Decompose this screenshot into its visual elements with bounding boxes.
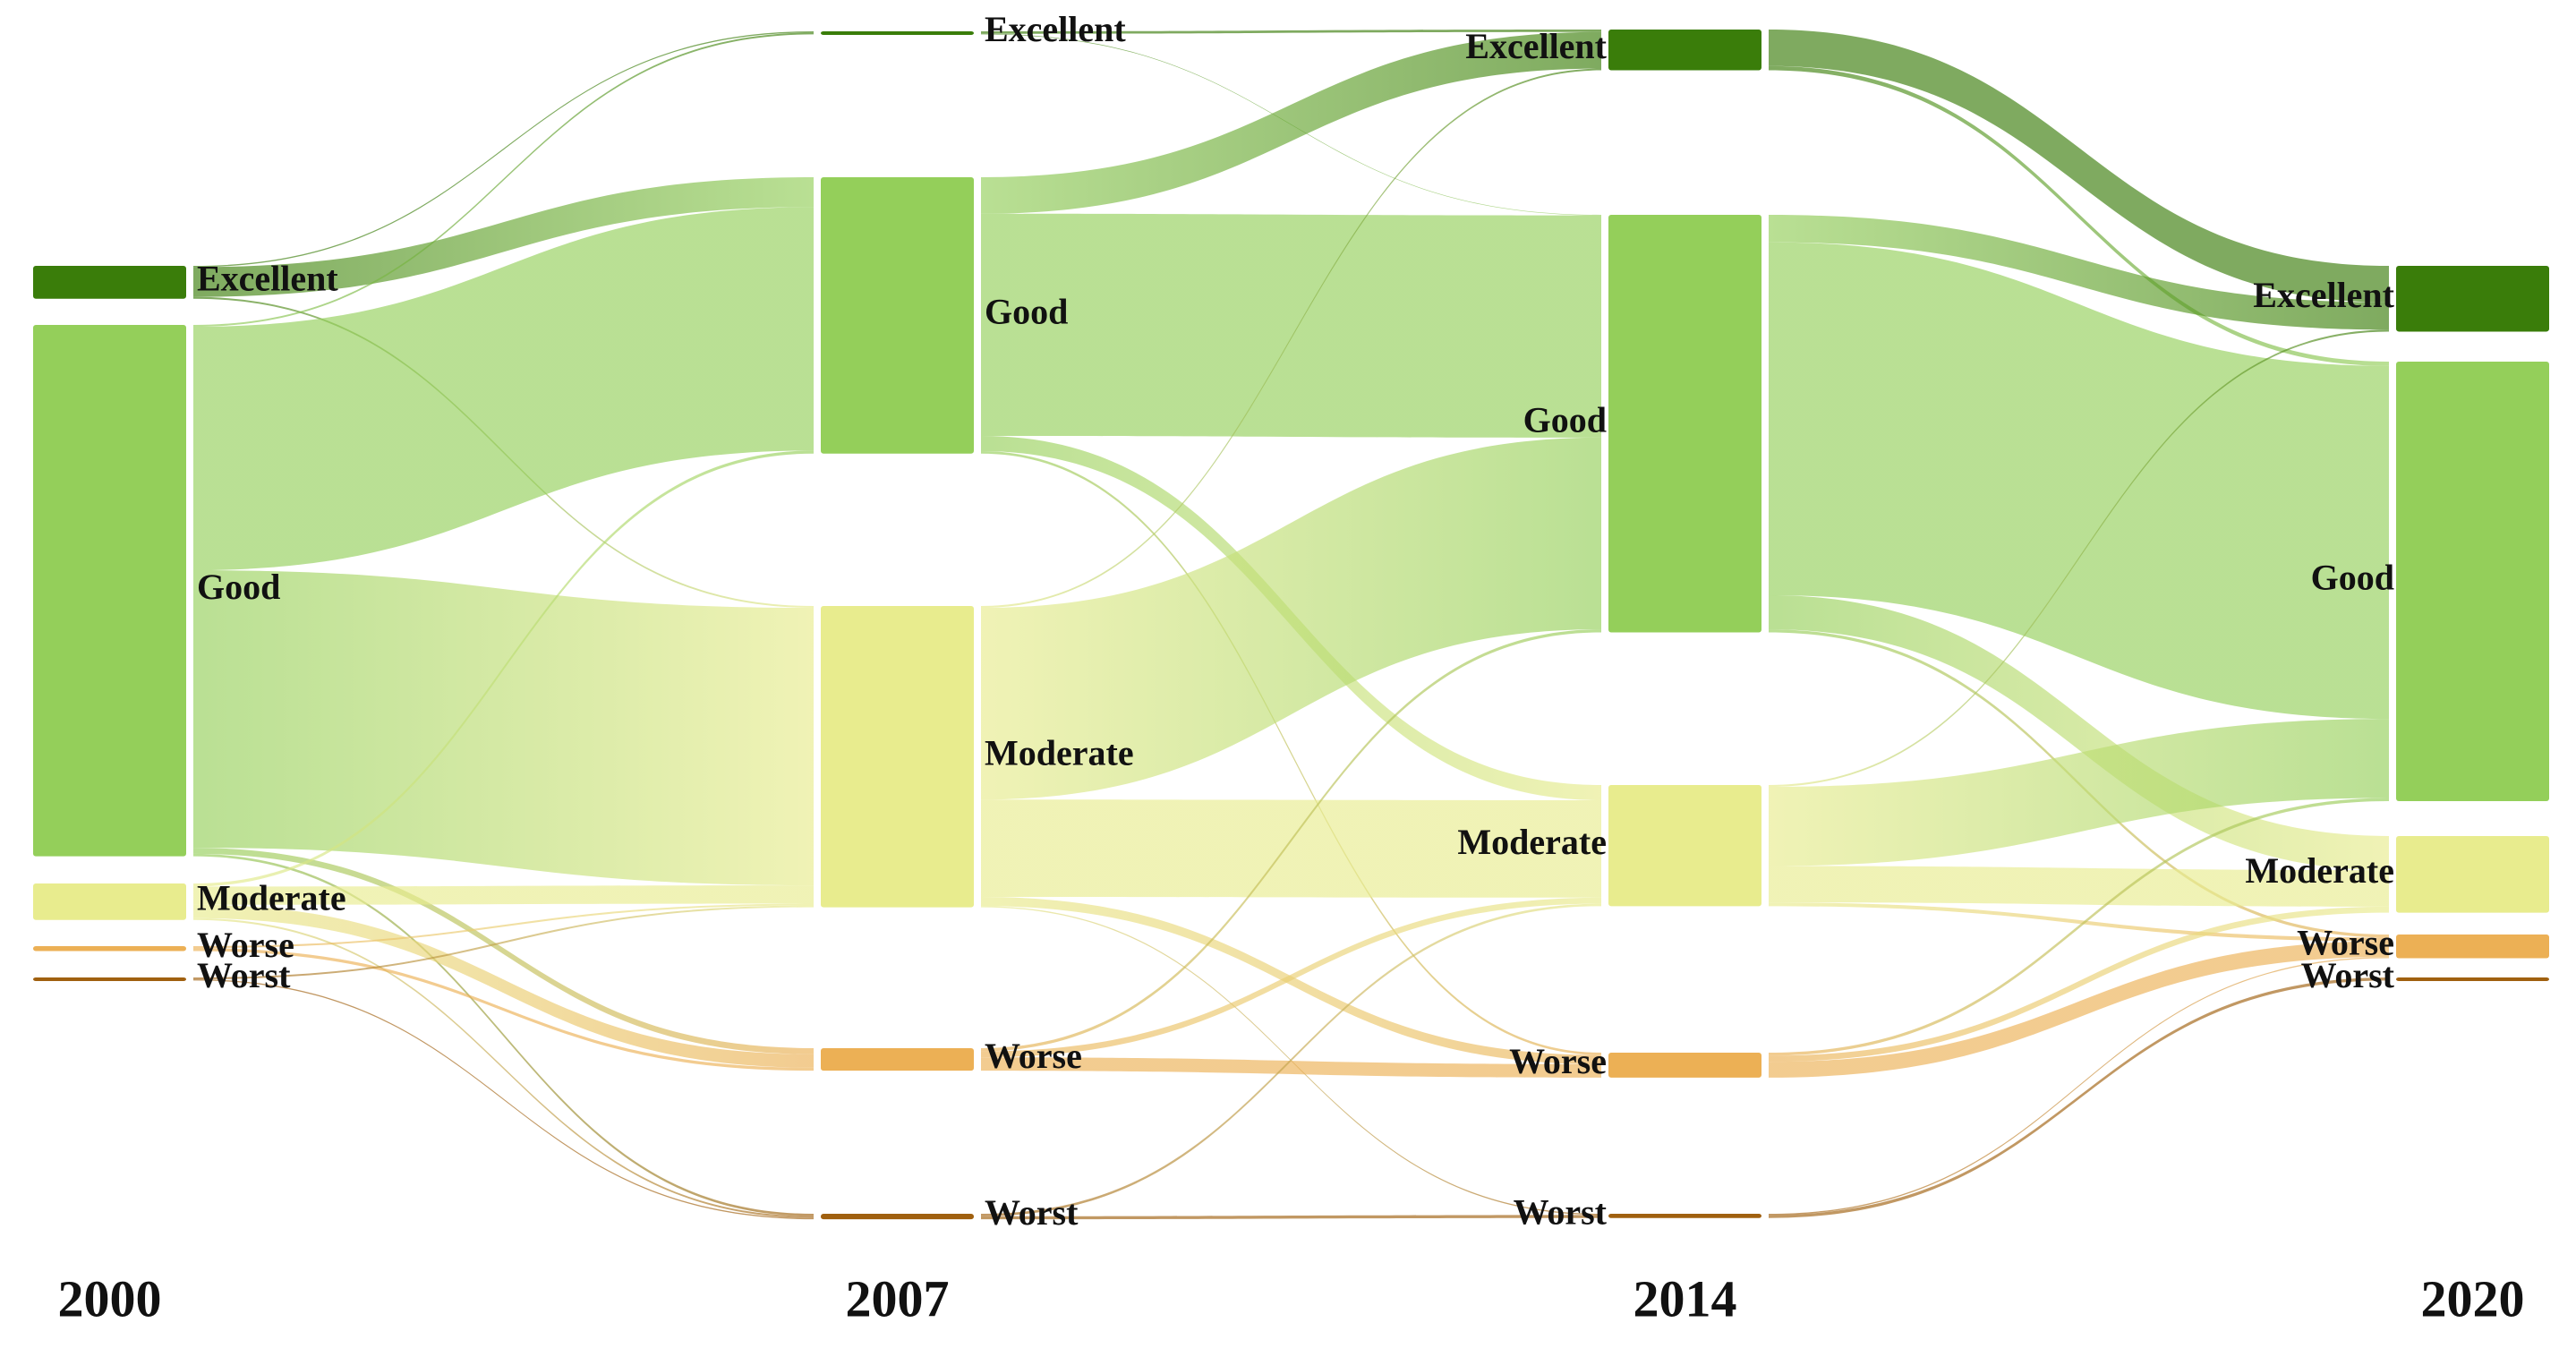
node-label: Moderate [197,878,346,918]
flow [193,885,814,905]
labels: ExcellentGoodModerateWorseWorst2000Excel… [58,9,2525,1327]
flow [981,903,1601,1216]
year-label: 2000 [58,1269,162,1327]
node-label: Good [197,567,280,607]
flow [1769,957,2389,1216]
flow [981,437,1601,800]
flow [981,68,1601,609]
flow [981,30,1601,34]
flow [1769,242,2389,720]
node [821,606,974,908]
node [821,1048,974,1071]
flow [981,1215,1601,1220]
flow [193,853,814,1216]
flow [193,948,814,1071]
flow [193,917,814,1218]
flow [193,207,814,571]
node [821,177,974,454]
node-label: Worst [985,1192,1079,1233]
node-label: Good [985,292,1068,332]
node-label: Moderate [2245,850,2394,891]
flow [193,32,814,328]
year-label: 2007 [846,1269,950,1327]
flow [1769,215,2389,330]
flow [981,31,1601,214]
node-label: Worst [1514,1192,1608,1233]
flow [981,897,1601,1058]
links [193,30,2389,1220]
year-label: 2014 [1633,1269,1737,1327]
flow [193,450,814,887]
node-label: Worse [2297,922,2394,962]
flow [193,177,814,297]
node-label: Worse [1509,1041,1607,1081]
flow [1769,798,2389,1056]
node-label: Worst [197,955,291,995]
flow [1769,941,2389,1078]
node [33,883,186,920]
flow [1769,719,2389,866]
node-label: Worse [985,1036,1082,1076]
node [2396,935,2549,959]
flow [1769,866,2389,907]
node [1608,1053,1761,1078]
node-label: Worse [197,925,294,965]
node [2396,362,2549,801]
flow [1769,906,2389,1063]
nodes [33,30,2549,1220]
node [1608,30,1761,71]
node-label: Good [2311,558,2394,598]
flow [193,848,814,1054]
node-label: Excellent [985,9,1126,49]
node-label: Excellent [197,259,338,299]
node [1608,1214,1761,1218]
flow [1769,329,2389,788]
node [33,266,186,299]
node-label: Excellent [1465,26,1607,66]
node [2396,836,2549,913]
flow [193,905,814,980]
flow [981,213,1601,438]
flow [193,31,814,268]
node [2396,266,2549,332]
flow [1769,902,2389,942]
flow [193,903,814,949]
node-label: Good [1523,399,1607,440]
flow [981,629,1601,1052]
node [1608,785,1761,907]
flow [981,897,1601,1064]
flow [1769,977,2389,1218]
node [821,31,974,35]
flow [981,1057,1601,1078]
flow [1769,30,2389,303]
flow [1769,595,2389,871]
flow [193,570,814,886]
flow [981,451,1601,1055]
node [33,946,186,952]
node-label: Moderate [985,732,1134,772]
node [2396,977,2549,981]
node [33,325,186,857]
flow [1769,65,2389,366]
year-label: 2020 [2421,1269,2525,1327]
node [821,1214,974,1220]
flow [193,904,814,1068]
node [33,977,186,981]
node-label: Excellent [2253,275,2394,315]
node [1608,215,1761,633]
flow [981,799,1601,898]
node-label: Moderate [1457,822,1607,862]
node-label: Worst [2301,955,2395,995]
flow [193,979,814,1220]
